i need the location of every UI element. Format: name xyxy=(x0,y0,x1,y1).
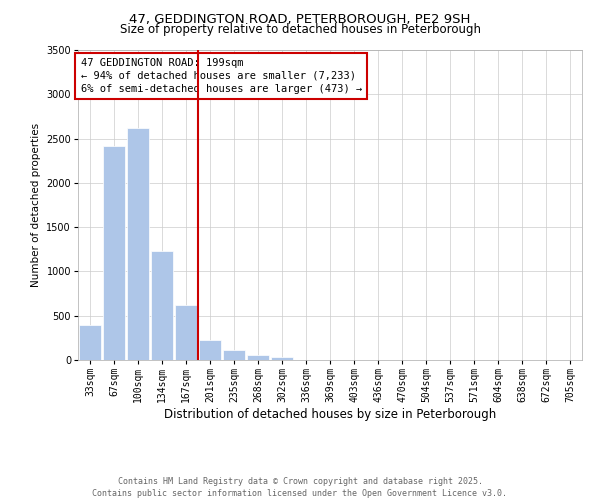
Bar xyxy=(199,340,221,360)
Bar xyxy=(175,305,197,360)
Bar xyxy=(79,324,101,360)
Bar xyxy=(151,251,173,360)
Y-axis label: Number of detached properties: Number of detached properties xyxy=(31,123,41,287)
Text: 47, GEDDINGTON ROAD, PETERBOROUGH, PE2 9SH: 47, GEDDINGTON ROAD, PETERBOROUGH, PE2 9… xyxy=(130,12,470,26)
Text: Contains HM Land Registry data © Crown copyright and database right 2025.
Contai: Contains HM Land Registry data © Crown c… xyxy=(92,476,508,498)
Text: Size of property relative to detached houses in Peterborough: Size of property relative to detached ho… xyxy=(119,22,481,36)
Bar xyxy=(271,358,293,360)
X-axis label: Distribution of detached houses by size in Peterborough: Distribution of detached houses by size … xyxy=(164,408,496,421)
Bar xyxy=(127,128,149,360)
Text: 47 GEDDINGTON ROAD: 199sqm
← 94% of detached houses are smaller (7,233)
6% of se: 47 GEDDINGTON ROAD: 199sqm ← 94% of deta… xyxy=(80,58,362,94)
Bar xyxy=(103,146,125,360)
Bar xyxy=(223,350,245,360)
Bar xyxy=(247,354,269,360)
